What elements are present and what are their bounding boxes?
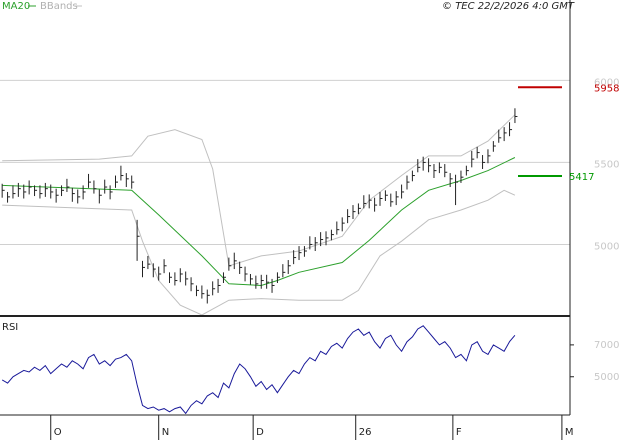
legend-ma: MA20 (2, 1, 30, 12)
rsi-tick-label: 7000 (594, 340, 619, 351)
grid-layer: 5000 5500 6000 7000 5000 O N D 26 F M (0, 77, 619, 440)
level-label: 5417 (569, 172, 594, 183)
legend-bbands: BBands (40, 1, 78, 12)
rsi-label: RSI (2, 322, 18, 333)
rsi-tick-label: 5000 (594, 372, 619, 383)
y-tick-label: 5500 (594, 159, 619, 170)
x-tick-label: 26 (359, 427, 372, 438)
y-tick-label: 5000 (594, 241, 619, 252)
level-label: 5958 (594, 83, 619, 94)
plot-layer (1, 108, 518, 315)
y-tick-label: 6000 (594, 77, 619, 88)
rsi-line (1, 325, 516, 415)
x-tick-label: M (565, 427, 574, 438)
bband-upper (2, 114, 516, 267)
x-tick-label: O (54, 427, 62, 438)
x-tick-label: D (256, 427, 264, 438)
x-tick-label: N (162, 427, 169, 438)
bband-lower (2, 189, 516, 315)
credit: © TEC 22/2/2026 4:0 GMT (442, 1, 575, 12)
x-tick-label: F (456, 427, 462, 438)
